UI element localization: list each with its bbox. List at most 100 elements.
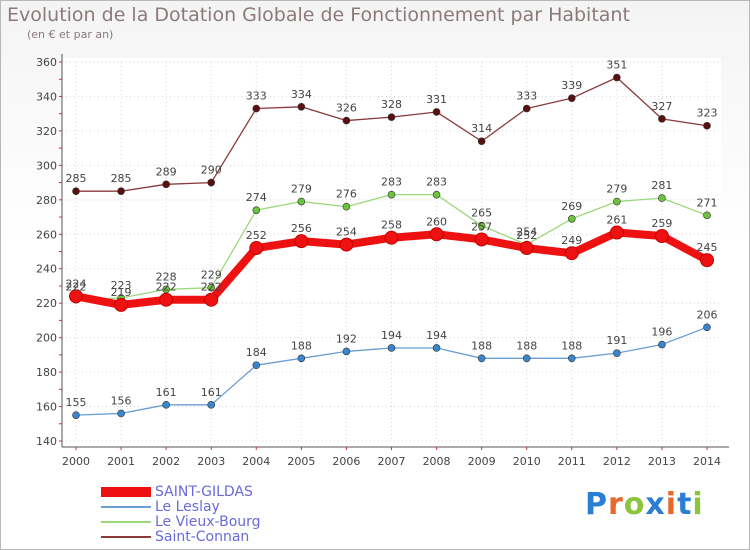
data-label: 258 <box>381 219 402 232</box>
data-point <box>339 237 354 252</box>
data-point <box>162 180 170 189</box>
data-label: 290 <box>201 164 222 177</box>
data-label: 260 <box>426 215 447 228</box>
data-point <box>252 104 261 113</box>
legend-label: SAINT-GILDAS <box>155 484 253 500</box>
y-tick-label: 160 <box>36 401 57 414</box>
x-tick-label: 2005 <box>287 455 315 468</box>
x-tick-label: 2002 <box>152 455 180 468</box>
data-label: 261 <box>606 214 627 227</box>
logo-letter: o <box>623 487 646 522</box>
data-point <box>703 323 711 332</box>
data-label: 196 <box>651 326 672 339</box>
data-label: 326 <box>336 102 357 115</box>
data-label: 271 <box>697 196 718 209</box>
y-tick-label: 260 <box>36 228 57 241</box>
data-label: 283 <box>381 176 402 189</box>
data-point <box>387 344 396 352</box>
data-label: 281 <box>651 179 672 192</box>
data-label: 222 <box>156 281 177 294</box>
data-label: 259 <box>651 217 672 230</box>
data-point <box>700 253 714 268</box>
data-point <box>609 225 624 240</box>
data-label: 289 <box>156 165 177 178</box>
x-tick-label: 2013 <box>648 455 676 468</box>
data-point <box>658 194 666 202</box>
logo-letter: t <box>677 487 693 522</box>
x-tick-label: 2006 <box>332 455 360 468</box>
data-point <box>207 283 216 292</box>
logo-letter: i <box>665 487 678 522</box>
logo-letter: r <box>608 487 624 522</box>
legend-swatch <box>101 521 151 523</box>
data-point <box>429 227 444 242</box>
data-point <box>567 354 576 363</box>
x-tick-label: 2010 <box>513 455 541 468</box>
data-label: 192 <box>336 332 357 345</box>
data-point <box>207 401 216 409</box>
legend-swatch <box>101 487 151 497</box>
data-label: 194 <box>381 329 402 342</box>
data-point <box>477 137 486 146</box>
logo-letter: P <box>585 487 608 522</box>
data-point <box>297 102 306 111</box>
chart-title: Evolution de la Dotation Globale de Fonc… <box>7 4 630 26</box>
data-point <box>564 246 579 261</box>
data-label: 279 <box>606 183 627 196</box>
data-point <box>342 202 351 211</box>
data-point <box>249 241 264 256</box>
data-label: 161 <box>201 386 222 399</box>
y-tick-label: 320 <box>36 125 57 138</box>
x-tick-label: 2014 <box>693 455 721 468</box>
data-point <box>613 349 621 357</box>
data-point <box>72 411 80 419</box>
data-label: 323 <box>697 107 718 120</box>
data-point <box>72 187 80 196</box>
data-label: 257 <box>471 220 492 233</box>
x-tick-label: 2004 <box>242 455 270 468</box>
data-point <box>297 197 306 206</box>
data-point <box>658 340 666 349</box>
data-point <box>342 116 351 125</box>
data-point <box>519 241 534 256</box>
data-label: 188 <box>516 339 537 352</box>
x-tick-label: 2008 <box>423 455 451 468</box>
data-label: 269 <box>561 200 582 213</box>
y-tick-label: 360 <box>36 56 57 69</box>
data-label: 254 <box>516 226 537 239</box>
data-point <box>613 197 621 206</box>
data-label: 285 <box>66 172 87 185</box>
data-label: 314 <box>471 122 492 135</box>
data-point <box>567 94 576 102</box>
data-point <box>703 121 711 130</box>
data-label: 252 <box>246 229 267 242</box>
data-point <box>297 354 306 363</box>
data-point <box>387 113 396 121</box>
data-point <box>252 361 261 370</box>
data-label: 229 <box>201 269 222 282</box>
data-point <box>294 234 309 249</box>
data-point <box>159 292 174 307</box>
logo-letter: i <box>692 487 704 522</box>
data-label: 252 <box>516 229 537 242</box>
data-label: 339 <box>561 79 582 92</box>
data-label: 245 <box>697 241 718 254</box>
y-tick-label: 180 <box>36 366 57 379</box>
data-point <box>432 108 441 116</box>
data-point <box>522 104 531 113</box>
data-point <box>252 206 261 214</box>
data-point <box>117 409 125 418</box>
data-label: 155 <box>66 396 87 409</box>
x-tick-label: 2011 <box>558 455 586 468</box>
data-label: 285 <box>111 172 132 185</box>
data-label: 274 <box>246 191 267 204</box>
data-point <box>432 190 441 199</box>
data-label: 333 <box>516 90 537 103</box>
y-tick-label: 200 <box>36 332 57 345</box>
data-label: 279 <box>291 183 312 196</box>
legend-swatch <box>101 536 151 538</box>
data-point <box>522 354 531 363</box>
data-point <box>207 178 216 187</box>
